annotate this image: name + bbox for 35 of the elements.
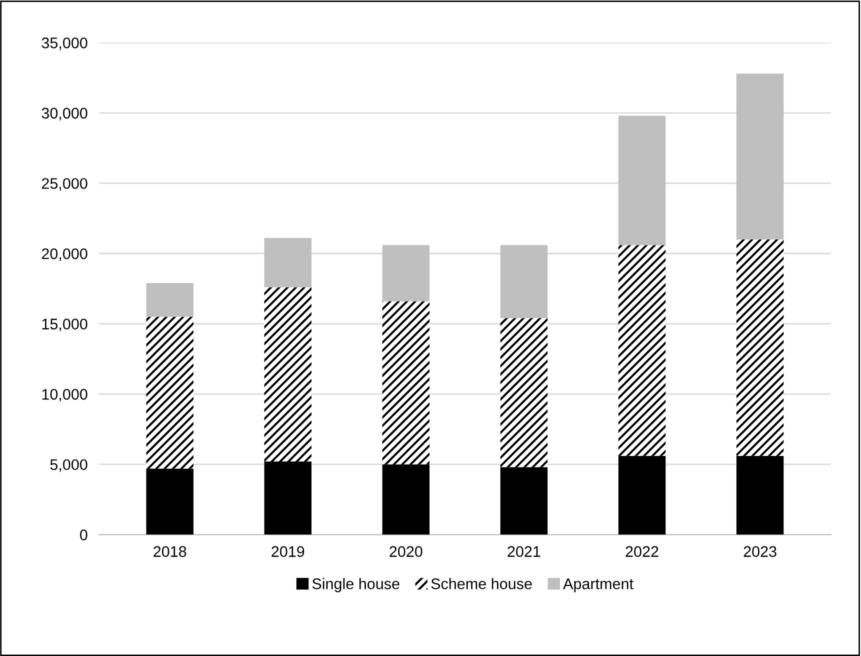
bar <box>736 456 784 535</box>
x-tick-label: 2021 <box>508 546 540 557</box>
y-tick-label: 25,000 <box>42 178 88 191</box>
bar <box>500 467 548 535</box>
x-tick-label: 2019 <box>272 546 304 557</box>
bar <box>382 464 430 535</box>
y-tick-label: 15,000 <box>42 318 88 332</box>
bar <box>146 283 194 317</box>
bar <box>618 245 666 456</box>
bar <box>382 245 430 302</box>
bar <box>618 456 666 535</box>
x-tick-label: 2022 <box>626 546 658 557</box>
y-tick-label: 35,000 <box>42 38 88 50</box>
bar <box>382 301 430 464</box>
bar <box>736 239 784 456</box>
bar <box>618 116 666 246</box>
bar <box>264 238 312 288</box>
x-tick-label: 2018 <box>154 546 186 557</box>
bar <box>264 287 312 462</box>
y-tick-label: 10,000 <box>42 388 88 402</box>
bar <box>146 316 194 469</box>
bar <box>736 74 784 240</box>
x-tick-label: 2023 <box>744 546 776 557</box>
legend-label: Single house <box>312 578 400 592</box>
bar <box>264 462 312 535</box>
y-tick-label: 20,000 <box>42 248 88 261</box>
y-tick-label: 5,000 <box>50 459 88 472</box>
legend-label: Scheme house <box>431 578 532 590</box>
x-tick-label: 2020 <box>390 546 422 557</box>
y-tick-label: 0 <box>80 530 88 540</box>
bar <box>500 245 548 318</box>
bar <box>500 318 548 468</box>
bar <box>146 468 194 535</box>
y-tick-label: 30,000 <box>42 108 88 120</box>
legend-label: Apartment <box>563 578 634 592</box>
